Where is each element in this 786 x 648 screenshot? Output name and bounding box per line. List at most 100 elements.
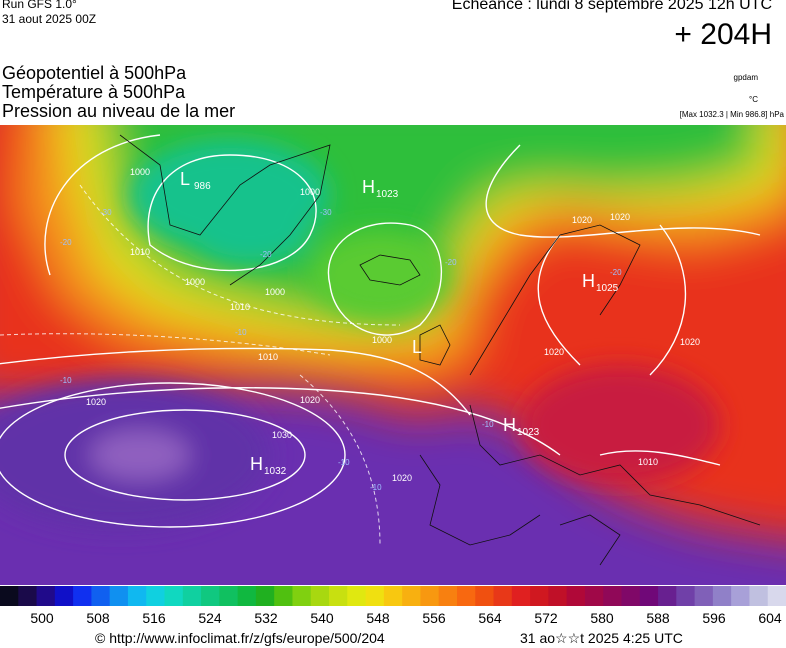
- temperature-label: -30: [320, 208, 332, 217]
- scale-swatch: [18, 586, 38, 606]
- isobar-label: 1020: [610, 212, 630, 222]
- scale-swatch: [219, 586, 239, 606]
- center-value: 1025: [596, 283, 619, 294]
- map-fill-lilac: [90, 430, 190, 480]
- scale-swatch: [658, 586, 677, 606]
- isobar-labels: 1000 1010 1000 1010 1000 1000 1000 1010 …: [86, 167, 700, 483]
- scale-swatch: [329, 586, 348, 606]
- scale-swatch: [767, 586, 786, 606]
- center-value: 1023: [517, 427, 540, 438]
- scale-swatch: [493, 586, 513, 606]
- scale-swatch: [146, 586, 166, 606]
- temperature-label: -20: [610, 268, 622, 277]
- scale-tick: 556: [422, 610, 446, 626]
- temperature-label: -30: [100, 208, 112, 217]
- isobars: [0, 134, 761, 528]
- forecast-valid-time: Echéance : lundi 8 septembre 2025 12h UT…: [451, 0, 772, 13]
- scale-swatch: [201, 586, 220, 606]
- scale-tick: 588: [646, 610, 670, 626]
- isobar-label: 1020: [392, 473, 412, 483]
- scale-swatch: [456, 586, 476, 606]
- scale-swatch: [712, 586, 732, 606]
- center-type: H: [503, 415, 516, 435]
- field-title-geopotential: Géopotentiel à 500hPa: [2, 63, 187, 83]
- scale-swatch: [36, 586, 56, 606]
- scale-swatch: [237, 586, 257, 606]
- isobar-label: 1010: [258, 352, 278, 362]
- scale-swatch: [274, 586, 293, 606]
- scale-swatch: [438, 586, 458, 606]
- scale-swatch: [164, 586, 184, 606]
- temperature-label: -20: [60, 238, 72, 247]
- scale-swatch: [54, 586, 74, 606]
- field-title-temperature: Température à 500hPa: [2, 82, 186, 102]
- scale-swatch: [255, 586, 275, 606]
- scale-tick: 508: [86, 610, 110, 626]
- center-type: H: [250, 454, 263, 474]
- map-fill-crimson: [520, 365, 720, 485]
- scale-swatch: [621, 586, 641, 606]
- scale-swatch: [347, 586, 367, 606]
- scale-swatch: [694, 586, 714, 606]
- temperature-label: -10: [338, 458, 350, 467]
- isobar-label: 1020: [86, 397, 106, 407]
- isobar-label: 1030: [272, 430, 292, 440]
- weather-map: L 986 H 1023 L H 1025 H 1023 H 1032 1000…: [0, 125, 786, 585]
- scale-swatch: [182, 586, 202, 606]
- forecast-horizon: + 204H: [674, 18, 772, 51]
- isobar-label: 1020: [544, 347, 564, 357]
- scale-tick: 564: [478, 610, 502, 626]
- temperature-label: -20: [445, 258, 457, 267]
- map-fill-lightgreen: [310, 230, 450, 320]
- scale-swatch: [603, 586, 622, 606]
- scale-swatch: [0, 586, 19, 606]
- scale-swatch: [310, 586, 330, 606]
- scale-tick: 500: [30, 610, 54, 626]
- scale-tick: 604: [758, 610, 782, 626]
- coastlines: [119, 134, 761, 566]
- isobar-label: 1000: [130, 167, 150, 177]
- temperature-label: -10: [235, 328, 247, 337]
- scale-swatch: [91, 586, 111, 606]
- scale-swatch: [127, 586, 147, 606]
- scale-tick: 524: [198, 610, 222, 626]
- scale-swatch: [749, 586, 769, 606]
- unit-temperature: °C: [749, 95, 758, 104]
- scale-tick: 516: [142, 610, 166, 626]
- scale-swatch: [676, 586, 696, 606]
- generation-date: 31 ao☆☆t 2025 4:25 UTC: [520, 630, 683, 646]
- scale-swatch: [566, 586, 586, 606]
- scale-swatch: [639, 586, 659, 606]
- isobar-label: 1000: [265, 287, 285, 297]
- run-label: Run GFS 1.0°: [2, 0, 77, 11]
- isobar-label: 1010: [230, 302, 250, 312]
- center-type: L: [180, 169, 190, 189]
- isotherms: [0, 184, 401, 546]
- isobar-label: 1020: [572, 215, 592, 225]
- scale-swatch: [402, 586, 421, 606]
- temperature-label: -10: [370, 483, 382, 492]
- scale-swatch: [73, 586, 92, 606]
- center-value: 1032: [264, 466, 287, 477]
- scale-tick: 548: [366, 610, 390, 626]
- center-value: 1023: [376, 189, 399, 200]
- isobar-label: 1020: [300, 395, 320, 405]
- scale-tick: 580: [590, 610, 614, 626]
- scale-tick: 572: [534, 610, 558, 626]
- scale-swatch: [292, 586, 312, 606]
- scale-swatch: [109, 586, 129, 606]
- run-date: 31 aout 2025 00Z: [2, 12, 97, 26]
- unit-geopotential: gpdam: [733, 73, 758, 82]
- scale-swatch: [420, 586, 440, 606]
- scale-swatch: [530, 586, 549, 606]
- isobar-label: 1020: [680, 337, 700, 347]
- isobar-label: 1000: [300, 187, 320, 197]
- source-credit: © http://www.infoclimat.fr/z/gfs/europe/…: [95, 630, 385, 646]
- isobar-label: 1010: [130, 247, 150, 257]
- temperature-label: -20: [260, 250, 272, 259]
- scale-swatch: [731, 586, 750, 606]
- center-value: 986: [194, 181, 211, 192]
- pressure-range: [Max 1032.3 | Min 986.8] hPa: [679, 110, 784, 119]
- scale-swatch: [511, 586, 531, 606]
- temperature-labels: -30 -30 -20 -20 -20 -10 -10 -10 -10 -20 …: [60, 208, 622, 492]
